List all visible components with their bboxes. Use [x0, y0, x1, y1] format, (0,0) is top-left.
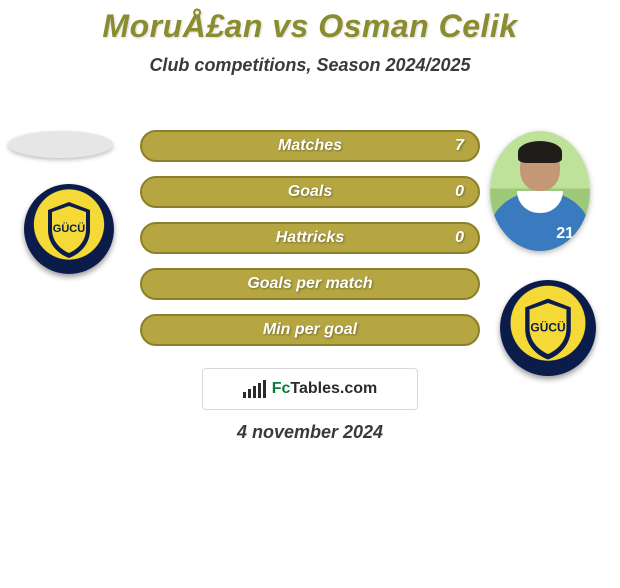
stat-label: Min per goal: [263, 321, 357, 339]
source-badge-text: FcTables.com: [272, 380, 378, 398]
source-badge-pre: Fc: [272, 380, 291, 397]
stat-label: Hattricks: [276, 229, 344, 247]
page-title: MoruÅ£an vs Osman Celik: [0, 8, 620, 45]
source-badge-post: Tables.com: [290, 380, 377, 397]
stat-row: Matches 7: [140, 130, 480, 162]
stat-value: 0: [455, 229, 464, 247]
crest-text: GÜCÜ: [53, 222, 85, 235]
stat-value: 7: [455, 137, 464, 155]
stat-label: Goals per match: [247, 275, 372, 293]
stat-value: 0: [455, 183, 464, 201]
source-badge: FcTables.com: [202, 368, 418, 410]
stat-label: Goals: [288, 183, 332, 201]
club-crest-right: GÜCÜ: [500, 280, 596, 376]
stats-list: Matches 7 Goals 0 Hattricks 0 Goals per …: [140, 130, 480, 346]
stat-row: Min per goal: [140, 314, 480, 346]
shield-icon: GÜCÜ: [510, 290, 586, 366]
bars-icon: [243, 380, 266, 398]
stat-label: Matches: [278, 137, 342, 155]
shield-icon: GÜCÜ: [34, 194, 104, 264]
stat-row: Hattricks 0: [140, 222, 480, 254]
player-left-avatar: [8, 131, 113, 158]
stat-row: Goals per match: [140, 268, 480, 300]
stat-row: Goals 0: [140, 176, 480, 208]
jersey-number: 21: [556, 225, 574, 243]
page-subtitle: Club competitions, Season 2024/2025: [0, 55, 620, 76]
player-right-avatar: 21: [490, 131, 590, 251]
crest-text: GÜCÜ: [530, 319, 565, 334]
club-crest-left: GÜCÜ: [24, 184, 114, 274]
infographic-date: 4 november 2024: [0, 422, 620, 443]
